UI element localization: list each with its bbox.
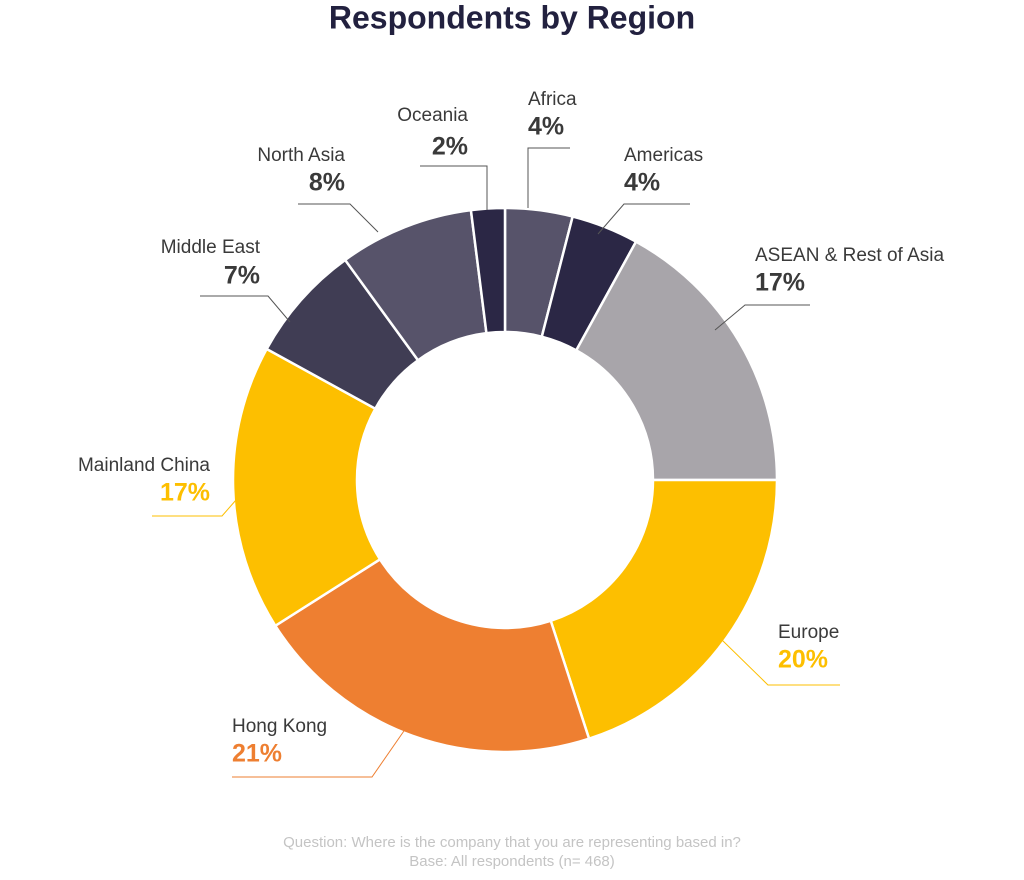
leader-line: [527, 147, 570, 208]
slice-value: 8%: [309, 169, 345, 197]
donut-slice: [549, 478, 779, 741]
leader-line: [721, 639, 840, 686]
slice-label: Middle East: [161, 237, 261, 258]
slice-label: Oceania: [397, 105, 468, 126]
slice-value: 7%: [224, 262, 260, 290]
slice-value: 17%: [160, 479, 210, 507]
donut-slice: [231, 347, 382, 628]
slice-label: North Asia: [257, 145, 345, 166]
slice-label: ASEAN & Rest of Asia: [755, 245, 944, 266]
leader-line: [152, 499, 237, 517]
leader-line: [714, 304, 810, 331]
slice-label: Mainland China: [78, 455, 210, 476]
footnote: Base: All respondents (n= 468): [409, 853, 615, 870]
chart-title: Respondents by Region: [329, 0, 695, 35]
slice-value: 4%: [624, 169, 660, 197]
slice-value: 2%: [432, 133, 468, 161]
slice-value: 21%: [232, 740, 282, 768]
slice-label: Hong Kong: [232, 716, 327, 737]
leader-line: [597, 203, 690, 235]
slice-value: 20%: [778, 646, 828, 674]
leader-line: [420, 165, 488, 210]
leader-line: [298, 203, 379, 233]
donut-slice: [273, 557, 591, 754]
footnote: Question: Where is the company that you …: [283, 834, 741, 851]
slice-label: Americas: [624, 145, 703, 166]
slice-value: 4%: [528, 113, 564, 141]
donut-slice: [469, 206, 507, 335]
slice-label: Africa: [528, 89, 577, 110]
leader-line: [232, 727, 407, 778]
slice-value: 17%: [755, 269, 805, 297]
slice-label: Europe: [778, 622, 839, 643]
leader-line: [200, 295, 291, 323]
donut-slice: [574, 239, 779, 482]
